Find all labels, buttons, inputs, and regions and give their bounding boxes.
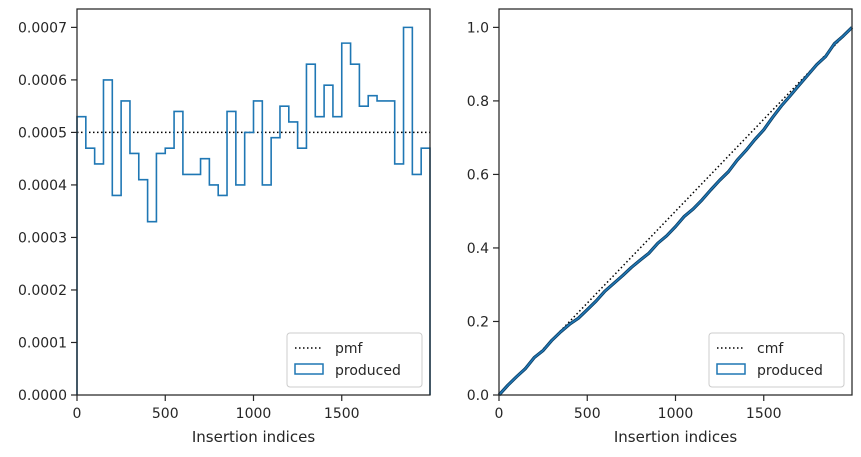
- pmf-axes-frame: [76, 8, 431, 396]
- pmf-legend: pmf produced: [286, 332, 423, 388]
- cmf-y-tick-label: 0.4: [467, 241, 489, 257]
- produced-histogram: [76, 26, 431, 395]
- cmf-legend-label: cmf: [757, 341, 784, 357]
- pmf-y-tick-label: 0.0001: [18, 335, 67, 351]
- pmf-x-tick-label: 500: [152, 406, 179, 422]
- cmf-y-tick-label: 0.6: [467, 167, 489, 183]
- produced-legend-label: produced: [335, 363, 401, 379]
- pmf-y-tick-label: 0.0007: [18, 20, 67, 36]
- produced-legend-marker: [294, 363, 324, 375]
- pmf-plot-area: [76, 26, 431, 395]
- pmf-y-tick-label: 0.0003: [18, 230, 67, 246]
- cmf-plot-area: [497, 26, 854, 397]
- cmf-x-tick-label: 0: [495, 406, 504, 422]
- cmf-x-axis: 0 500 1000 1500: [495, 395, 782, 422]
- pmf-x-axis: 0 500 1000 1500: [73, 395, 360, 422]
- pmf-x-tick-label: 1000: [236, 406, 272, 422]
- pmf-x-tick-label: 0: [73, 406, 82, 422]
- cmf-x-tick-label: 1500: [746, 406, 782, 422]
- pmf-y-axis: 0.0000 0.0001 0.0002 0.0003 0.0004 0.0005 0.00…: [18, 20, 77, 404]
- cmf-axes-frame: [498, 8, 853, 396]
- cmf-x-tick-label: 500: [574, 406, 601, 422]
- pmf-chart: 0.0000 0.0001 0.0002 0.0003 0.0004 0.0005 0.00…: [18, 8, 431, 446]
- pmf-x-axis-label: Insertion indices: [192, 428, 315, 446]
- pmf-y-tick-label: 0.0006: [18, 73, 67, 89]
- pmf-y-tick-label: 0.0005: [18, 125, 67, 141]
- pmf-x-tick-label: 1500: [324, 406, 360, 422]
- cmf-x-tick-label: 1000: [658, 406, 694, 422]
- pmf-legend-label: pmf: [335, 341, 364, 357]
- cmf-y-tick-label: 1.0: [467, 20, 489, 36]
- cmf-x-axis-label: Insertion indices: [614, 428, 737, 446]
- pmf-y-tick-label: 0.0002: [18, 283, 67, 299]
- produced-legend-marker: [716, 363, 746, 375]
- cmf-y-axis: 0.0 0.2 0.4 0.6 0.8 1.0: [467, 20, 499, 404]
- cmf-y-tick-label: 0.8: [467, 94, 489, 110]
- cmf-y-tick-label: 0.2: [467, 314, 489, 330]
- pmf-y-tick-label: 0.0000: [18, 388, 67, 404]
- cmf-chart: 0.0 0.2 0.4 0.6 0.8 1.0 0 500 1000 1500 Insertio…: [467, 8, 854, 446]
- produced-cdf-line: [498, 26, 853, 396]
- produced-legend-label: produced: [757, 363, 823, 379]
- pmf-y-tick-label: 0.0004: [18, 178, 67, 194]
- cmf-y-tick-label: 0.0: [467, 388, 489, 404]
- cmf-legend: cmf produced: [708, 332, 845, 388]
